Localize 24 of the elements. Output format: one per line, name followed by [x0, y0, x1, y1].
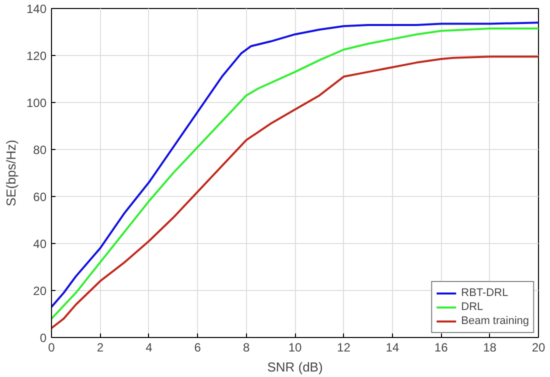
y-tick-label: 0: [40, 331, 47, 345]
y-tick-label: 120: [26, 49, 47, 63]
y-tick-label: 60: [33, 190, 47, 204]
x-tick-label: 16: [434, 340, 448, 354]
y-tick-label: 20: [33, 284, 47, 298]
y-tick-label: 40: [33, 237, 47, 251]
x-tick-label: 10: [288, 340, 302, 354]
x-tick-label: 4: [146, 340, 153, 354]
legend-label: DRL: [461, 300, 484, 314]
x-tick-label: 18: [483, 340, 497, 354]
x-tick-label: 12: [337, 340, 351, 354]
x-tick-label: 0: [48, 340, 56, 354]
x-tick-label: 2: [96, 340, 104, 354]
y-tick-label: 100: [26, 96, 47, 110]
x-axis-title: SNR (dB): [267, 360, 323, 374]
y-axis-title: SE(bps/Hz): [3, 140, 18, 206]
y-tick-label: 140: [26, 2, 47, 16]
x-tick-label: 20: [532, 340, 546, 354]
legend-label: RBT-DRL: [461, 286, 508, 300]
legend-label: Beam training: [461, 314, 529, 328]
x-tick-label: 6: [194, 340, 202, 354]
x-tick-label: 14: [386, 340, 400, 354]
x-tick-label: 8: [242, 340, 250, 354]
y-tick-label: 80: [33, 143, 47, 157]
